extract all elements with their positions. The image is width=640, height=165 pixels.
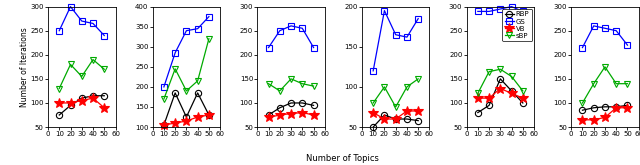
Legend: RBP, GS, VB, sBP: RBP, GS, VB, sBP [502, 9, 532, 41]
Text: Number of Topics: Number of Topics [306, 154, 379, 163]
Y-axis label: Number of Iterations: Number of Iterations [20, 27, 29, 107]
